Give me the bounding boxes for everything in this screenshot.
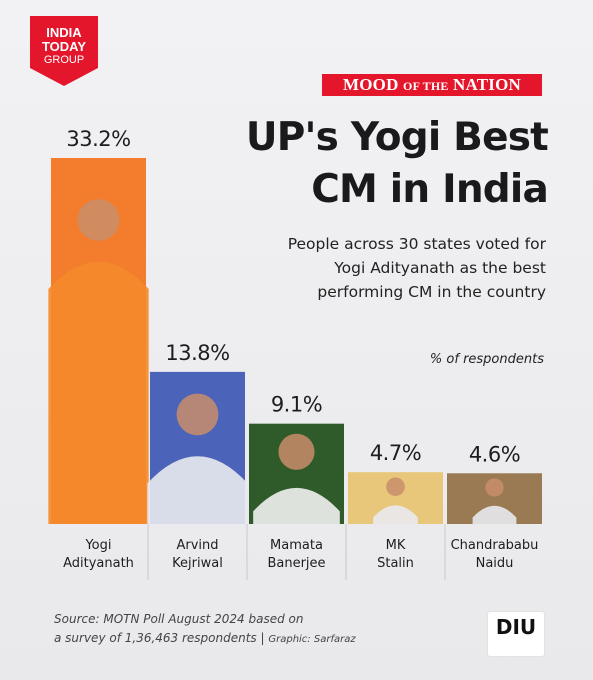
headline-line-2: CM in India: [311, 167, 549, 212]
bar-group-0: 33.2% Yogi Adityanath: [48, 127, 149, 571]
logo-line-3: GROUP: [43, 54, 85, 66]
value-label: 9.1%: [271, 393, 322, 417]
portrait-head: [485, 478, 504, 497]
category-label: MK: [386, 538, 406, 553]
mood-of-the-nation-banner: MOOD OF THE NATION: [322, 74, 542, 96]
category-label: Arvind: [176, 538, 218, 553]
bar-group-1: 13.8% Arvind Kejriwal: [147, 341, 248, 571]
portrait-head: [386, 477, 405, 497]
bar-chart: 33.2% Yogi Adityanath 13.8% Arvind Kejriwal 9.…: [48, 127, 542, 580]
source-note: Source: MOTN Poll August 2024 based on a…: [54, 610, 454, 649]
bar-group-4: 4.6% Chandrababu Naidu: [447, 442, 542, 571]
subtitle-line-3: performing CM in the country: [317, 283, 546, 301]
portrait-head: [77, 199, 120, 241]
headline-line-1: UP's Yogi Best: [245, 115, 549, 160]
value-label: 13.8%: [165, 341, 229, 365]
portrait-body: [373, 505, 418, 524]
graphic-credit: Graphic: Sarfaraz: [268, 634, 356, 645]
subtitle-line-1: People across 30 states voted for: [287, 235, 546, 253]
portrait-body: [472, 505, 517, 524]
category-label: Kejriwal: [172, 556, 223, 571]
category-label: Adityanath: [63, 556, 134, 571]
category-label: Stalin: [377, 556, 414, 571]
category-label: Naidu: [476, 556, 514, 571]
banner-nation: NATION: [453, 75, 521, 94]
india-today-group-logo: INDIA TODAY GROUP: [24, 10, 104, 90]
value-label: 4.7%: [370, 441, 421, 465]
headline: UP's Yogi Best CM in India: [218, 112, 549, 216]
category-label: Banerjee: [267, 556, 325, 571]
value-label: 33.2%: [66, 127, 130, 151]
value-label: 4.6%: [469, 442, 520, 466]
portrait-body: [253, 487, 340, 524]
bar-group-3: 4.7% MK Stalin: [348, 441, 443, 571]
portrait-body: [147, 456, 248, 524]
logo-line-1: INDIA: [46, 25, 82, 40]
category-label: Mamata: [270, 538, 323, 553]
portrait-head: [278, 433, 315, 470]
unit-note: % of respondents: [429, 352, 544, 367]
category-label: Chandrababu: [451, 538, 539, 553]
source-line-2: a survey of 1,36,463 respondents: [54, 631, 257, 645]
bar-group-2: 9.1% Mamata Banerjee: [249, 393, 344, 571]
banner-mood: MOOD: [343, 75, 399, 94]
diu-logo: DIU: [488, 612, 544, 656]
logo-line-2: TODAY: [41, 39, 87, 54]
subtitle-line-2: Yogi Adityanath as the best: [334, 259, 546, 277]
banner-of-the: OF THE: [403, 79, 449, 93]
category-label: Yogi: [84, 538, 111, 553]
subtitle: People across 30 states voted for Yogi A…: [222, 232, 546, 304]
portrait-head: [176, 393, 219, 436]
portrait-body: [48, 261, 149, 524]
source-line-1: Source: MOTN Poll August 2024 based on: [54, 612, 304, 626]
diu-label: DIU: [495, 615, 537, 639]
